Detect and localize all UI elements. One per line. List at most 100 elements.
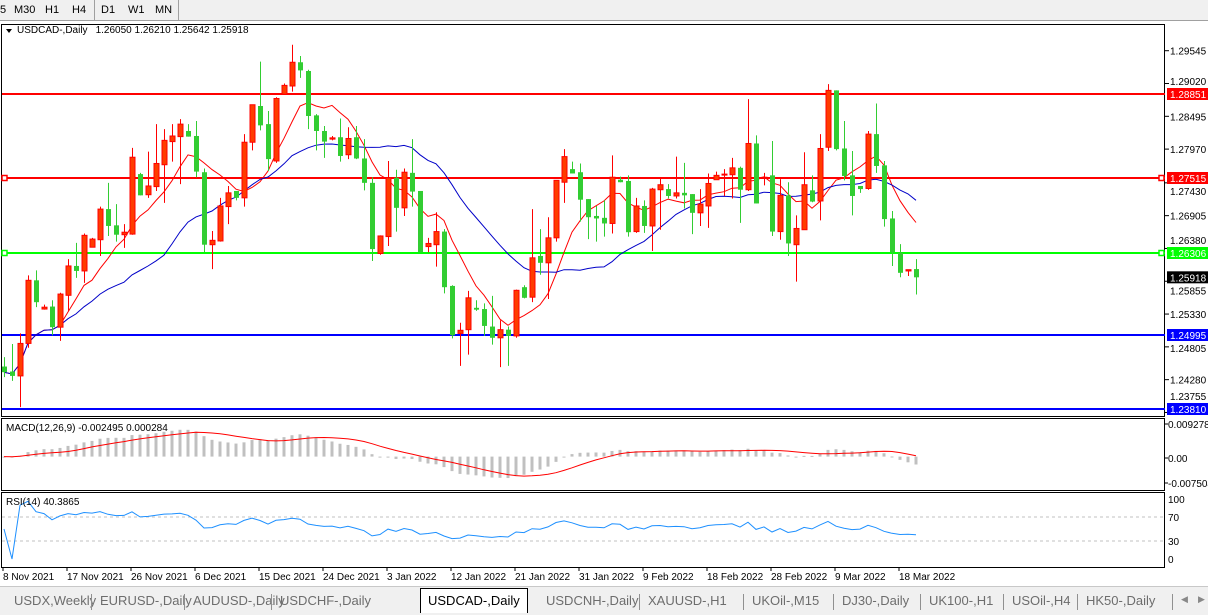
candle[interactable] xyxy=(497,320,504,368)
candle[interactable] xyxy=(266,110,271,171)
candle[interactable] xyxy=(225,185,232,225)
candle[interactable] xyxy=(586,199,591,240)
candle[interactable] xyxy=(777,179,784,240)
candle[interactable] xyxy=(745,99,752,191)
candle[interactable] xyxy=(57,292,64,341)
candle[interactable] xyxy=(65,259,72,311)
candle[interactable] xyxy=(705,173,712,228)
candle[interactable] xyxy=(578,163,583,222)
candle[interactable] xyxy=(10,344,15,381)
candle[interactable] xyxy=(153,124,160,191)
candle[interactable] xyxy=(217,197,224,242)
chart-window[interactable]: 1.29545 1.29020 1.28495 1.27970 1.27430 1.269… xyxy=(0,21,1208,586)
candle[interactable] xyxy=(865,130,872,190)
timeframe-d1[interactable]: D1 xyxy=(101,4,116,16)
level-anchor-handle[interactable] xyxy=(1158,174,1165,182)
candle[interactable] xyxy=(377,235,384,255)
collapse-triangle-icon[interactable] xyxy=(6,29,12,33)
candle[interactable] xyxy=(858,185,863,193)
candle[interactable] xyxy=(81,233,88,283)
candle[interactable] xyxy=(545,217,552,300)
candle[interactable] xyxy=(898,244,903,278)
timeframe-mn[interactable]: MN xyxy=(155,4,173,16)
candle[interactable] xyxy=(529,209,536,303)
candle[interactable] xyxy=(657,177,664,230)
candle[interactable] xyxy=(209,230,216,270)
candle[interactable] xyxy=(41,304,48,310)
candle[interactable] xyxy=(561,149,568,203)
chart-tab-usdcad-daily[interactable]: USDCAD-,Daily xyxy=(420,588,528,613)
candle[interactable] xyxy=(17,333,24,408)
candle[interactable] xyxy=(842,120,847,181)
candle[interactable] xyxy=(234,190,239,201)
chart-tab-xauusd-h1[interactable]: XAUUSD-,H1 xyxy=(648,593,727,608)
candle[interactable] xyxy=(513,289,520,338)
timeframe-w1[interactable]: W1 xyxy=(128,4,145,16)
chart-tab-ukoil-m15[interactable]: UKOil-,M15 xyxy=(752,593,820,608)
chart-tab-usoil-h4[interactable]: USOil-,H4 xyxy=(1012,593,1071,608)
candle[interactable] xyxy=(738,166,743,223)
candle[interactable] xyxy=(697,189,704,226)
candle[interactable] xyxy=(538,229,543,275)
candle[interactable] xyxy=(161,129,168,203)
candle[interactable] xyxy=(626,175,631,237)
candle[interactable] xyxy=(177,119,184,185)
candle[interactable] xyxy=(874,103,879,173)
candle[interactable] xyxy=(106,182,111,236)
candle[interactable] xyxy=(121,224,128,248)
candle[interactable] xyxy=(602,200,607,237)
chart-tab-usdx-weekly[interactable]: USDX,Weekly xyxy=(14,593,97,608)
timeframe-m30[interactable]: M30 xyxy=(14,4,36,16)
candle[interactable] xyxy=(682,162,687,209)
candle[interactable] xyxy=(306,69,311,130)
candle[interactable] xyxy=(609,155,616,234)
candle[interactable] xyxy=(522,285,527,299)
candle[interactable] xyxy=(74,242,79,278)
timeframe-h4[interactable]: H4 xyxy=(72,4,87,16)
candle[interactable] xyxy=(754,135,759,204)
candle[interactable] xyxy=(114,204,119,242)
candle[interactable] xyxy=(633,197,640,233)
candle[interactable] xyxy=(202,168,207,253)
candle[interactable] xyxy=(281,83,288,95)
timeframe-h1[interactable]: H1 xyxy=(45,4,60,16)
candle[interactable] xyxy=(241,134,248,207)
candle[interactable] xyxy=(713,171,720,181)
candle[interactable] xyxy=(169,124,176,162)
candle[interactable] xyxy=(825,84,832,151)
candle[interactable] xyxy=(433,212,440,267)
candle[interactable] xyxy=(401,168,408,216)
candle[interactable] xyxy=(474,300,479,311)
candle[interactable] xyxy=(642,200,647,233)
candle[interactable] xyxy=(322,125,327,158)
candle[interactable] xyxy=(298,56,303,78)
candle[interactable] xyxy=(850,150,855,216)
candle[interactable] xyxy=(194,120,199,178)
candle[interactable] xyxy=(666,184,671,199)
candle[interactable] xyxy=(914,259,919,295)
candle[interactable] xyxy=(506,326,511,366)
candle[interactable] xyxy=(145,151,152,198)
candle[interactable] xyxy=(905,269,912,276)
candle[interactable] xyxy=(465,290,472,355)
candle[interactable] xyxy=(442,229,447,294)
candle[interactable] xyxy=(97,206,104,256)
candle[interactable] xyxy=(770,140,775,236)
candle[interactable] xyxy=(450,285,455,339)
candle[interactable] xyxy=(2,357,7,378)
level-anchor-handle[interactable] xyxy=(1158,249,1165,257)
level-anchor-handle[interactable] xyxy=(1,249,8,257)
candle[interactable] xyxy=(690,194,695,235)
candle[interactable] xyxy=(834,90,839,151)
level-anchor-handle[interactable] xyxy=(1,174,8,182)
candle[interactable] xyxy=(817,134,824,221)
candle[interactable] xyxy=(50,300,55,336)
candle[interactable] xyxy=(394,169,399,232)
candle[interactable] xyxy=(793,215,800,282)
candle[interactable] xyxy=(89,237,96,248)
scroll-right-arrow-icon[interactable]: ▶ xyxy=(1198,594,1205,604)
candle[interactable] xyxy=(418,190,423,253)
candle[interactable] xyxy=(354,125,359,160)
candle[interactable] xyxy=(138,172,143,196)
candle[interactable] xyxy=(618,176,623,183)
